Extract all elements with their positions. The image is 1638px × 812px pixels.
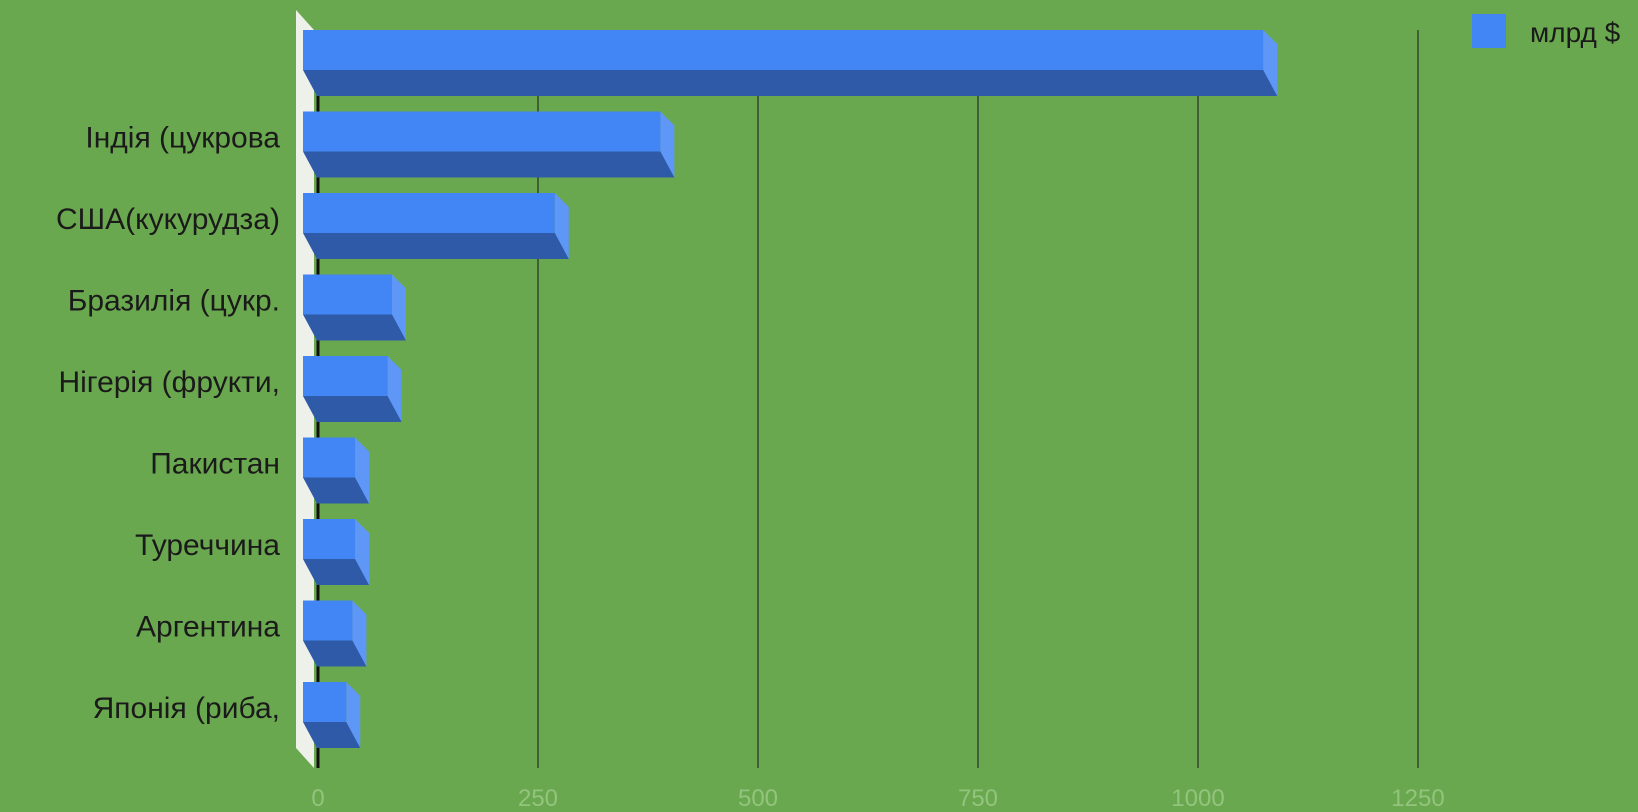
bar-front-face bbox=[303, 682, 347, 722]
bar-bottom-face bbox=[303, 151, 675, 178]
category-label: США(кукурудза) bbox=[56, 203, 280, 236]
x-tick-label: 1250 bbox=[1391, 785, 1444, 812]
bar bbox=[303, 437, 370, 504]
category-label: Японія (риба, bbox=[93, 692, 280, 725]
bar bbox=[303, 600, 367, 667]
bar-bottom-face bbox=[303, 722, 361, 748]
legend-label: млрд $ bbox=[1530, 17, 1621, 48]
bars bbox=[303, 30, 1278, 748]
category-label: Туреччина bbox=[135, 529, 280, 562]
x-tick-label: 1000 bbox=[1171, 785, 1224, 812]
legend-swatch bbox=[1472, 14, 1506, 48]
bar bbox=[303, 30, 1278, 96]
bar bbox=[303, 193, 569, 259]
legend: млрд $ bbox=[1472, 14, 1621, 48]
bar-bottom-face bbox=[303, 396, 402, 422]
category-label: Пакистан bbox=[150, 448, 280, 481]
bar-bottom-face bbox=[303, 233, 569, 259]
bar-front-face bbox=[303, 193, 555, 233]
bar-front-face bbox=[303, 600, 353, 641]
bar-bottom-face bbox=[303, 640, 367, 667]
bar-front-face bbox=[303, 274, 392, 315]
bar-front-face bbox=[303, 356, 388, 396]
bar bbox=[303, 519, 370, 585]
x-tick-label: 0 bbox=[311, 785, 324, 812]
bar bbox=[303, 274, 406, 341]
bar bbox=[303, 682, 361, 748]
bar-front-face bbox=[303, 437, 356, 478]
bar bbox=[303, 356, 402, 422]
x-tick-label: 500 bbox=[738, 785, 778, 812]
bar-bottom-face bbox=[303, 314, 406, 341]
bar bbox=[303, 111, 675, 178]
x-tick-labels: 0 250 500 750 1000 1250 bbox=[311, 785, 1444, 812]
bar-front-face bbox=[303, 111, 661, 152]
category-label: Індія (цукрова bbox=[85, 122, 280, 155]
x-tick-label: 250 bbox=[518, 785, 558, 812]
bar-bottom-face bbox=[303, 477, 370, 504]
category-label: Нігерія (фрукти, bbox=[58, 366, 280, 399]
bar-front-face bbox=[303, 519, 356, 559]
category-label: Бразилія (цукр. bbox=[68, 285, 280, 318]
bar-bottom-face bbox=[303, 559, 370, 585]
x-tick-label: 750 bbox=[958, 785, 998, 812]
bar-front-face bbox=[303, 30, 1264, 70]
bar-bottom-face bbox=[303, 70, 1278, 96]
category-labels: Індія (цукрова США(кукурудза) Бразилія (цу… bbox=[56, 122, 280, 726]
category-label: Аргентина bbox=[136, 611, 280, 644]
